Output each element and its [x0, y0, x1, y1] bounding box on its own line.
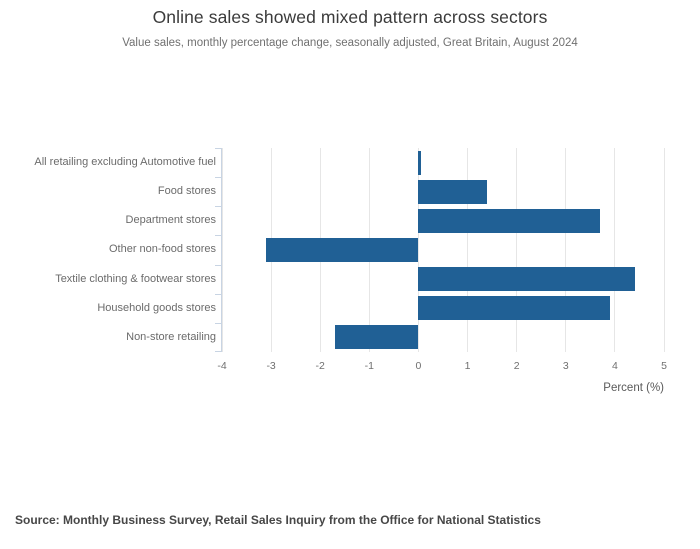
gridline — [467, 148, 469, 352]
gridline — [663, 148, 665, 352]
category-label: Food stores — [157, 185, 216, 198]
x-tick-label: -2 — [315, 360, 325, 372]
x-tick-label: -3 — [266, 360, 276, 372]
x-tick-label: 1 — [464, 360, 471, 372]
gridline — [221, 148, 223, 352]
x-tick-label: 2 — [513, 360, 520, 372]
y-axis-tick — [215, 323, 221, 324]
y-axis-tick — [215, 177, 221, 178]
category-label: Household goods stores — [97, 301, 216, 314]
category-label: Textile clothing & footwear stores — [55, 272, 216, 285]
y-axis-tick — [215, 206, 221, 207]
plot-area — [215, 148, 665, 352]
bar — [418, 267, 635, 292]
source-attribution: Source: Monthly Business Survey, Retail … — [15, 513, 541, 527]
category-label: Department stores — [125, 214, 216, 227]
category-label: Non-store retailing — [126, 330, 216, 343]
bar — [266, 238, 419, 262]
gridline — [565, 148, 567, 352]
bar — [418, 150, 421, 175]
bar — [334, 325, 419, 350]
bar — [418, 179, 488, 204]
y-axis-tick — [215, 265, 221, 266]
bar — [418, 296, 610, 321]
y-axis-tick — [215, 148, 221, 149]
x-tick-label: -1 — [364, 360, 374, 372]
bar — [418, 208, 601, 233]
category-label: All retailing excluding Automotive fuel — [34, 156, 216, 168]
x-axis-title: Percent (%) — [603, 382, 664, 394]
gridline — [516, 148, 518, 352]
y-axis-tick — [215, 235, 221, 236]
chart-subtitle: Value sales, monthly percentage change, … — [122, 37, 578, 49]
x-tick-label: 4 — [611, 360, 618, 372]
gridline — [417, 148, 419, 352]
chart-title: Online sales showed mixed pattern across… — [152, 7, 548, 27]
x-tick-label: 0 — [415, 360, 422, 372]
gridline — [614, 148, 616, 352]
x-tick-label: 5 — [661, 360, 667, 372]
x-tick-label: 3 — [562, 360, 569, 372]
y-axis-tick — [215, 351, 221, 352]
category-label: Other non-food stores — [108, 243, 216, 256]
x-tick-label: -4 — [217, 360, 227, 372]
y-axis-line — [221, 148, 222, 352]
y-axis-tick — [215, 294, 221, 295]
